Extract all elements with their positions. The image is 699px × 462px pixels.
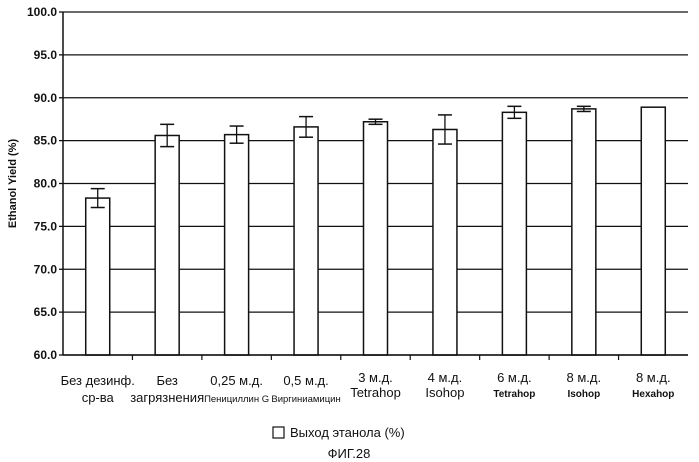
svg-text:4 м.д.: 4 м.д. bbox=[428, 370, 463, 385]
x-category-label: 6 м.д. Tetrahop bbox=[493, 370, 535, 400]
y-tick-label: 90.0 bbox=[34, 91, 58, 105]
svg-text:Tetrahop: Tetrahop bbox=[350, 385, 401, 400]
bar bbox=[225, 135, 249, 355]
svg-text:Isohop: Isohop bbox=[425, 385, 464, 400]
bar bbox=[86, 198, 110, 355]
y-tick-label: 80.0 bbox=[34, 177, 58, 191]
legend-label: Выход этанола (%) bbox=[290, 425, 405, 440]
bar bbox=[294, 127, 318, 355]
x-category-label: Без загрязнения bbox=[130, 373, 204, 405]
y-tick-label: 70.0 bbox=[34, 262, 58, 276]
x-category-label: 4 м.д.Isohop bbox=[425, 370, 464, 400]
bar bbox=[155, 135, 179, 355]
y-tick-label: 60.0 bbox=[34, 348, 58, 362]
y-tick-label: 100.0 bbox=[27, 5, 57, 19]
svg-text:Виргиниамицин: Виргиниамицин bbox=[271, 394, 340, 405]
y-axis-ticks: 60.0 65.0 70.0 75.0 80.0 85.0 90.0 95.0 100.0 bbox=[27, 5, 63, 362]
svg-text:3 м.д.: 3 м.д. bbox=[358, 370, 393, 385]
bar bbox=[641, 107, 665, 355]
x-category-label: 8 м.д. Isohop bbox=[567, 370, 602, 400]
x-category-label: 0,25 м.д. Пенициллин G bbox=[204, 373, 269, 405]
x-category-label: 0,5 м.д. Виргиниамицин bbox=[271, 373, 340, 405]
bar bbox=[433, 129, 457, 355]
svg-text:Hexahop: Hexahop bbox=[632, 389, 674, 400]
svg-text:Без дезинф.: Без дезинф. bbox=[61, 373, 135, 388]
y-tick-label: 75.0 bbox=[34, 219, 58, 233]
svg-text:ср-ва: ср-ва bbox=[82, 390, 115, 405]
y-axis-label: Ethanol Yield (%) bbox=[7, 139, 19, 229]
svg-text:0,5 м.д.: 0,5 м.д. bbox=[283, 373, 328, 388]
bar bbox=[572, 109, 596, 355]
svg-text:Пенициллин G: Пенициллин G bbox=[204, 394, 269, 405]
bar bbox=[364, 122, 388, 355]
x-category-label: Без дезинф. ср-ва bbox=[61, 373, 135, 405]
svg-text:8 м.д.: 8 м.д. bbox=[636, 370, 671, 385]
x-category-label: 3 м.д.Tetrahop bbox=[350, 370, 401, 400]
svg-text:Tetrahop: Tetrahop bbox=[493, 389, 535, 400]
y-tick-label: 85.0 bbox=[34, 134, 58, 148]
y-tick-label: 95.0 bbox=[34, 48, 58, 62]
y-tick-label: 65.0 bbox=[34, 305, 58, 319]
svg-text:Без: Без bbox=[156, 373, 177, 388]
bar bbox=[502, 112, 526, 355]
svg-text:загрязнения: загрязнения bbox=[130, 390, 204, 405]
legend-swatch bbox=[273, 427, 284, 438]
svg-text:0,25 м.д.: 0,25 м.д. bbox=[210, 373, 263, 388]
svg-text:8 м.д.: 8 м.д. bbox=[567, 370, 602, 385]
x-axis-category-labels: Без дезинф. ср-ва Без загрязнения 0,25 м.д. П… bbox=[61, 370, 675, 405]
svg-text:Isohop: Isohop bbox=[567, 389, 600, 400]
svg-text:6 м.д.: 6 м.д. bbox=[497, 370, 532, 385]
x-category-label: 8 м.д. Hexahop bbox=[632, 370, 674, 400]
figure-caption: ФИГ.28 bbox=[328, 446, 371, 461]
bars bbox=[86, 107, 666, 355]
